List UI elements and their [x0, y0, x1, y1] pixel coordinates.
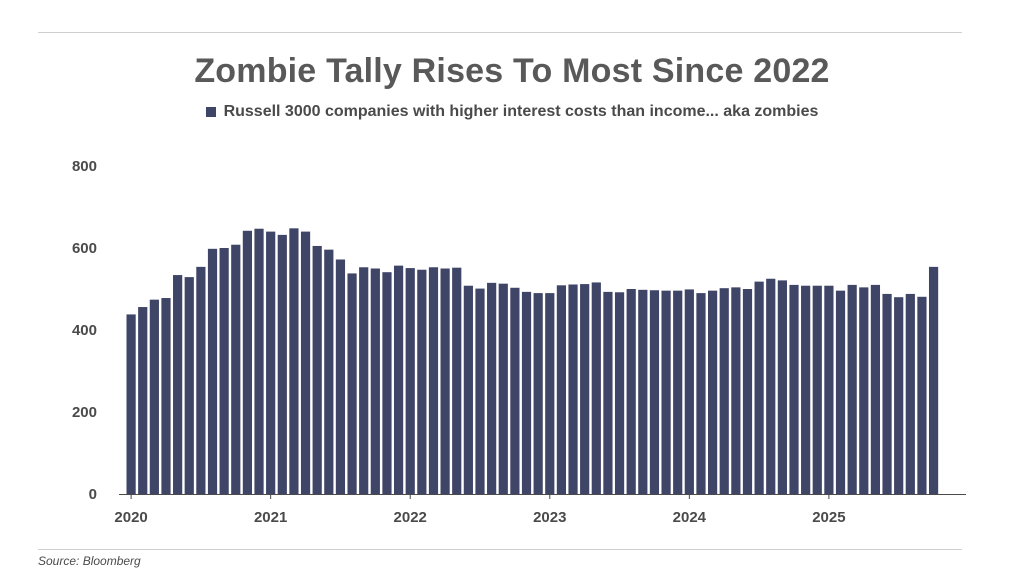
bar [882, 293, 892, 494]
bar [312, 245, 322, 494]
y-tick-label: 800 [72, 158, 97, 175]
y-tick-label: 200 [72, 404, 97, 421]
bar [463, 285, 473, 494]
bar [452, 267, 462, 494]
bar [835, 290, 846, 494]
bar [661, 290, 671, 494]
y-axis: 0 200 400 600 800 [72, 158, 97, 503]
bar [824, 285, 834, 494]
bar [428, 267, 439, 494]
bar [777, 280, 787, 494]
y-tick-label: 400 [72, 322, 97, 339]
bar [289, 228, 299, 494]
bar [859, 287, 869, 494]
bar [801, 285, 811, 494]
top-divider [38, 32, 962, 33]
bar [300, 231, 311, 494]
bar [196, 266, 206, 494]
bar [138, 307, 148, 494]
bar [556, 285, 567, 494]
bar [475, 288, 485, 494]
bar-series [126, 228, 939, 495]
bar [591, 282, 601, 494]
bar [905, 293, 915, 494]
x-tick-label: 2025 [812, 509, 845, 526]
bar [614, 292, 625, 494]
bar [266, 231, 276, 494]
bar [277, 234, 287, 494]
bar [708, 290, 718, 494]
bar [847, 284, 857, 494]
bar [684, 289, 694, 494]
chart-title: Zombie Tally Rises To Most Since 2022 [194, 52, 830, 90]
bar [917, 296, 927, 494]
x-tick-label: 2020 [114, 509, 147, 526]
bar [928, 266, 939, 494]
bar [510, 287, 520, 494]
bar [696, 293, 706, 494]
bar [370, 268, 380, 494]
bar [324, 249, 334, 494]
bar [894, 297, 904, 494]
y-tick-label: 0 [89, 486, 97, 503]
bar [580, 284, 590, 494]
bar [440, 268, 450, 494]
bar [766, 278, 776, 494]
x-tick-label: 2021 [254, 509, 287, 526]
bar [359, 267, 369, 494]
x-tick-label: 2024 [673, 509, 707, 526]
bar [603, 291, 613, 494]
bar [521, 291, 532, 494]
bottom-divider [38, 549, 962, 550]
bar [126, 314, 136, 494]
bar [673, 290, 683, 494]
bar [638, 289, 648, 494]
source-note: Source: Bloomberg [38, 554, 141, 568]
bar [870, 284, 881, 494]
bar [393, 265, 404, 494]
chart-legend: Russell 3000 companies with higher inter… [0, 103, 1024, 121]
bar [742, 289, 753, 494]
bar [231, 244, 241, 494]
bar [545, 293, 555, 494]
bar [184, 277, 194, 494]
bar [173, 275, 183, 494]
legend-swatch [205, 107, 216, 117]
bar [242, 230, 252, 494]
bar [487, 282, 497, 494]
legend-label: Russell 3000 companies with higher inter… [223, 103, 819, 120]
bar [812, 285, 822, 494]
bar [347, 273, 357, 494]
bar [254, 228, 264, 495]
x-tick-label: 2022 [394, 509, 427, 526]
bar [789, 284, 799, 494]
bar [161, 298, 171, 494]
bar [498, 283, 508, 494]
bar [382, 272, 392, 494]
bar [731, 287, 741, 494]
bar [568, 284, 578, 494]
bar [335, 259, 346, 494]
x-axis: 2020 2021 2022 2023 2024 2025 [114, 494, 846, 526]
bar [626, 289, 636, 494]
bar [219, 248, 229, 494]
bar [533, 293, 543, 494]
bar [149, 299, 159, 494]
y-tick-label: 600 [72, 240, 97, 257]
bar [754, 281, 764, 494]
bar [417, 269, 427, 494]
bar [405, 268, 415, 494]
bar [207, 248, 218, 494]
x-tick-label: 2023 [533, 509, 566, 526]
bar [649, 290, 660, 494]
bar [719, 288, 729, 494]
